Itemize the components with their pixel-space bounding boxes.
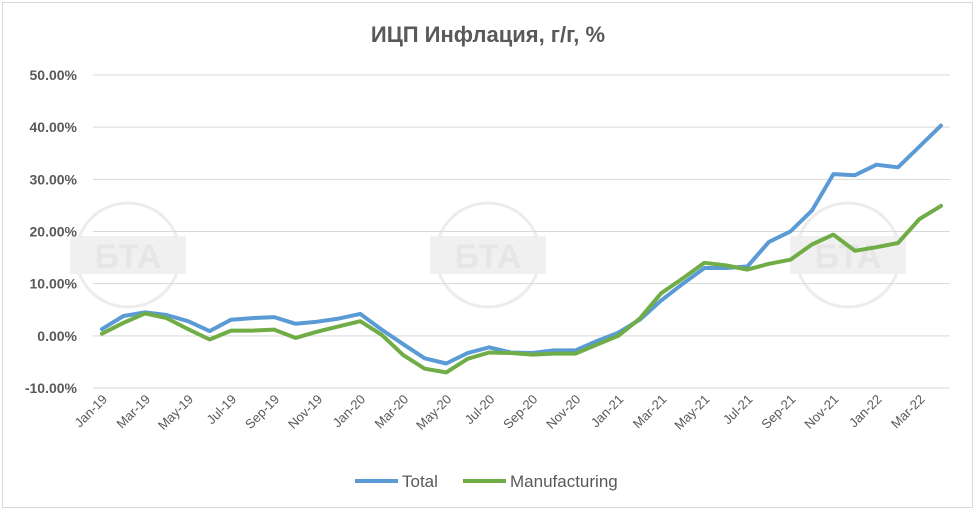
x-tick-label: Jan-20 bbox=[330, 392, 369, 431]
bta-watermark-2: БТА bbox=[430, 201, 546, 309]
x-tick-label: Nov-21 bbox=[801, 392, 841, 432]
x-tick-label: Sep-19 bbox=[242, 392, 282, 432]
x-tick-label: May-19 bbox=[155, 392, 196, 433]
svg-text:БТА: БТА bbox=[455, 238, 522, 276]
y-tick-label: 50.00% bbox=[30, 67, 78, 83]
watermark-layer: БТА БТА БТА bbox=[70, 201, 906, 309]
y-tick-label: 30.00% bbox=[30, 171, 78, 187]
x-tick-label: Sep-20 bbox=[500, 392, 540, 432]
x-tick-label: Jan-22 bbox=[846, 392, 885, 431]
chart-title: ИЦП Инфлация, г/г, % bbox=[371, 22, 605, 47]
x-tick-label: Nov-20 bbox=[543, 392, 583, 432]
x-tick-label: Jul-21 bbox=[720, 392, 756, 428]
x-tick-label: Nov-19 bbox=[285, 392, 325, 432]
y-tick-label: 0.00% bbox=[37, 328, 77, 344]
x-tick-label: May-21 bbox=[671, 392, 712, 433]
y-tick-label: -10.00% bbox=[25, 380, 78, 396]
y-axis-labels: -10.00% 0.00% 10.00% 20.00% 30.00% 40.00% 50.0… bbox=[25, 67, 78, 396]
bta-watermark-3: БТА bbox=[790, 201, 906, 309]
x-tick-label: Sep-21 bbox=[758, 392, 798, 432]
x-tick-label: Mar-22 bbox=[888, 392, 928, 432]
y-tick-label: 10.00% bbox=[30, 276, 78, 292]
y-tick-label: 20.00% bbox=[30, 224, 78, 240]
x-tick-label: Jan-21 bbox=[588, 392, 627, 431]
legend: Total Manufacturing bbox=[355, 472, 618, 491]
x-tick-label: May-20 bbox=[413, 392, 454, 433]
x-tick-label: Mar-21 bbox=[630, 392, 670, 432]
series-lines bbox=[100, 123, 943, 375]
y-tick-label: 40.00% bbox=[30, 119, 78, 135]
svg-text:БТА: БТА bbox=[95, 238, 162, 276]
x-tick-label: Mar-19 bbox=[113, 392, 153, 432]
bta-watermark-1: БТА bbox=[70, 201, 186, 309]
x-tick-label: Jul-20 bbox=[462, 392, 498, 428]
grid-lines bbox=[93, 74, 950, 389]
x-tick-label: Mar-20 bbox=[372, 392, 412, 432]
legend-label-total: Total bbox=[402, 472, 438, 491]
x-tick-label: Jan-19 bbox=[71, 392, 110, 431]
x-axis-labels: Jan-19 Mar-19 May-19 Jul-19 Sep-19 Nov-19 Jan-… bbox=[71, 392, 927, 433]
legend-label-manufacturing: Manufacturing bbox=[510, 472, 618, 491]
series-line-manufacturing bbox=[100, 203, 943, 375]
x-tick-label: Jul-19 bbox=[204, 392, 240, 428]
